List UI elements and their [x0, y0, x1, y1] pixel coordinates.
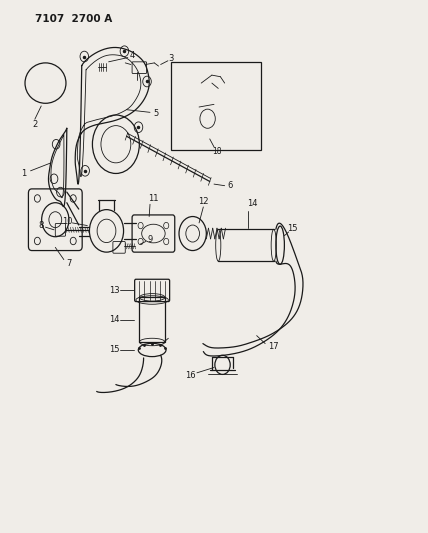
Text: 5: 5	[154, 109, 159, 118]
Text: 18: 18	[213, 147, 222, 156]
Text: 4: 4	[129, 51, 135, 60]
Text: 16: 16	[185, 371, 196, 380]
Text: 6: 6	[228, 181, 233, 190]
Text: 1: 1	[21, 169, 27, 178]
Text: 12: 12	[198, 197, 208, 206]
Text: 10: 10	[62, 217, 72, 226]
Text: 15: 15	[287, 224, 297, 233]
Text: 14: 14	[109, 315, 120, 324]
Text: 2: 2	[32, 120, 37, 129]
Text: 3: 3	[169, 54, 174, 63]
Text: 7: 7	[66, 259, 71, 268]
Text: 15: 15	[109, 345, 120, 354]
Text: 17: 17	[268, 342, 279, 351]
Text: 7107  2700 A: 7107 2700 A	[35, 14, 112, 25]
Text: 13: 13	[109, 286, 120, 295]
Text: 8: 8	[39, 221, 44, 230]
Text: 14: 14	[247, 199, 258, 208]
Bar	[140, 297, 165, 342]
Text: 11: 11	[148, 195, 159, 204]
Bar	[171, 62, 261, 150]
Text: 9: 9	[147, 235, 153, 244]
